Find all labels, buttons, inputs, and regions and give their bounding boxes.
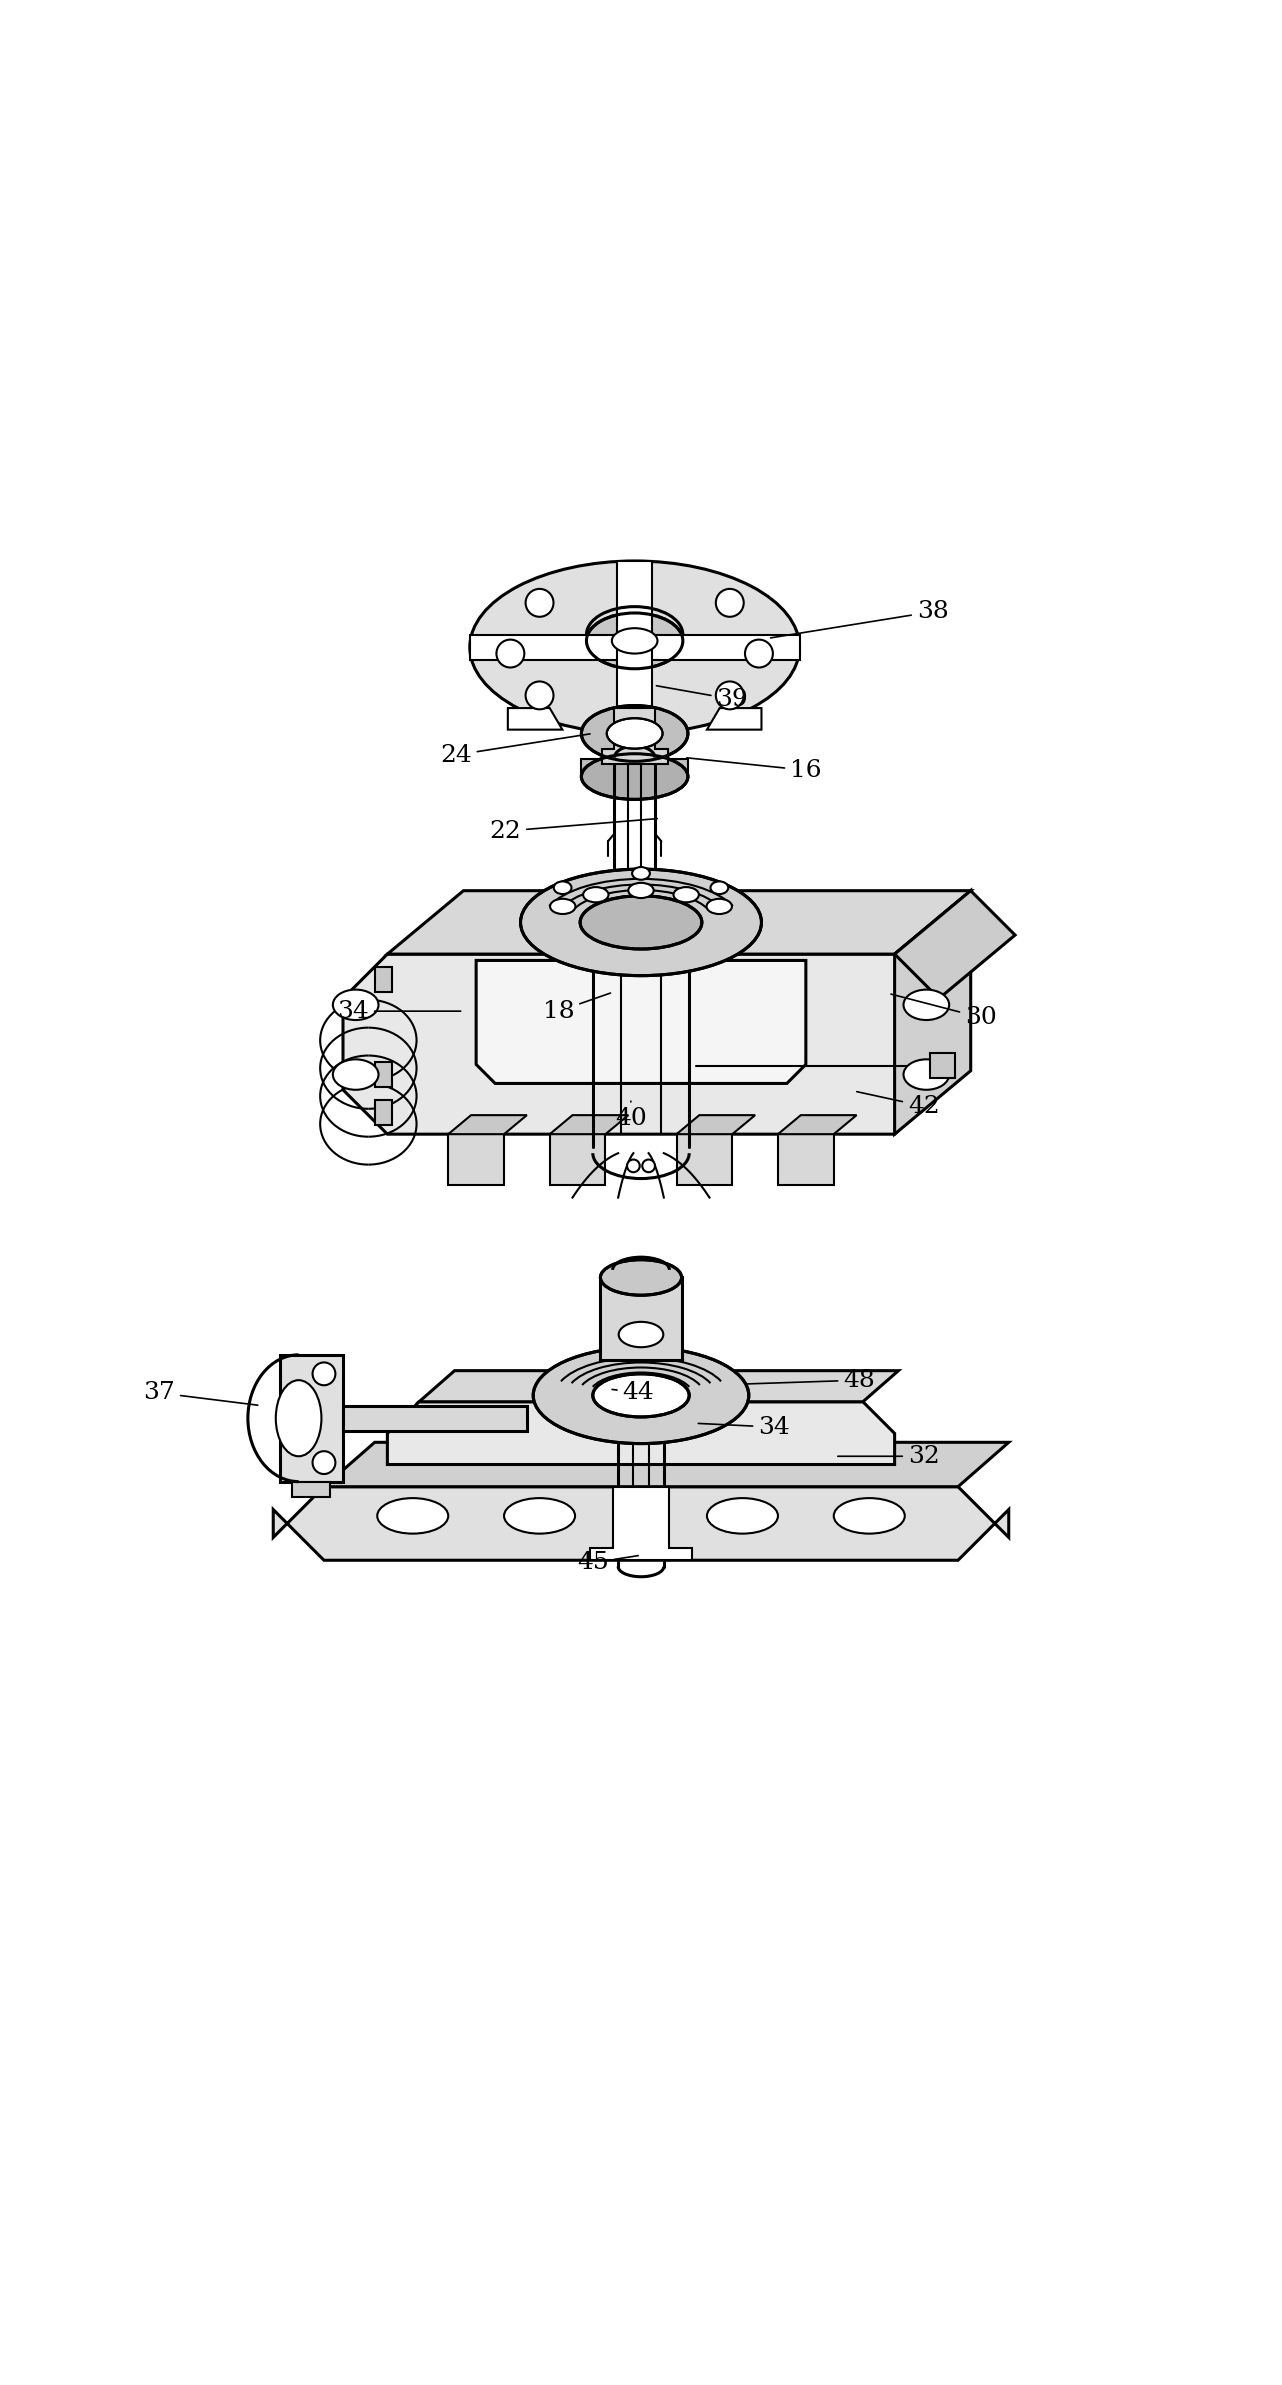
Circle shape [627,1159,640,1171]
Polygon shape [550,1135,605,1185]
Text: 16: 16 [687,758,822,782]
Text: 22: 22 [490,818,658,842]
Ellipse shape [632,868,650,880]
Polygon shape [706,708,762,730]
Text: 18: 18 [542,992,610,1023]
Ellipse shape [833,1498,905,1534]
Ellipse shape [533,1348,749,1443]
Ellipse shape [706,899,732,913]
Polygon shape [344,1405,527,1431]
Polygon shape [677,1116,755,1135]
Circle shape [715,589,744,618]
Ellipse shape [710,882,728,894]
Circle shape [526,589,554,618]
Text: 30: 30 [891,995,996,1028]
Polygon shape [344,954,938,1135]
Ellipse shape [504,1498,576,1534]
Circle shape [313,1450,336,1474]
Text: 45: 45 [577,1550,638,1574]
Polygon shape [374,966,392,992]
Polygon shape [778,1116,856,1135]
Ellipse shape [276,1381,322,1457]
Polygon shape [374,1099,392,1126]
Polygon shape [596,928,673,971]
Ellipse shape [628,882,654,899]
Ellipse shape [550,899,576,913]
Ellipse shape [469,560,800,735]
Polygon shape [449,1135,504,1185]
Polygon shape [476,961,806,1083]
Polygon shape [374,1061,392,1088]
Polygon shape [931,1054,955,1078]
Ellipse shape [619,1321,663,1348]
Polygon shape [601,708,668,763]
Text: 37: 37 [144,1381,258,1405]
Ellipse shape [606,718,663,749]
Text: 38: 38 [770,601,949,637]
Circle shape [745,639,773,668]
Ellipse shape [581,897,701,949]
Circle shape [313,1362,336,1386]
Text: 32: 32 [838,1445,940,1467]
Polygon shape [582,758,688,778]
Polygon shape [279,1355,344,1481]
Ellipse shape [582,754,688,799]
Polygon shape [387,890,970,954]
Polygon shape [419,1371,899,1402]
Text: 48: 48 [747,1369,876,1393]
Text: 44: 44 [612,1381,654,1405]
Ellipse shape [377,1498,449,1534]
Polygon shape [292,1481,331,1498]
Text: 40: 40 [615,1102,646,1130]
Text: 24: 24 [440,735,590,766]
Ellipse shape [554,882,572,894]
Polygon shape [600,1278,682,1359]
Text: 42: 42 [856,1092,940,1119]
Polygon shape [508,708,563,730]
Polygon shape [449,1116,527,1135]
Polygon shape [624,930,645,947]
Circle shape [715,682,744,708]
Ellipse shape [706,1498,778,1534]
Ellipse shape [333,1059,378,1090]
Circle shape [496,639,524,668]
Ellipse shape [586,613,683,668]
Text: 34: 34 [337,999,460,1023]
Polygon shape [324,1443,1009,1486]
Polygon shape [590,1486,692,1560]
Ellipse shape [612,627,658,653]
Circle shape [642,1159,655,1171]
Circle shape [526,682,554,708]
Ellipse shape [333,990,378,1021]
Polygon shape [677,1135,732,1185]
Ellipse shape [592,1374,690,1417]
Polygon shape [387,1402,895,1464]
Ellipse shape [600,1259,682,1295]
Text: 39: 39 [656,687,749,711]
Ellipse shape [582,706,688,761]
Polygon shape [273,1486,1009,1560]
Polygon shape [617,560,653,735]
Ellipse shape [673,887,699,902]
Polygon shape [550,1116,628,1135]
Polygon shape [895,890,1015,999]
Text: 34: 34 [699,1417,790,1438]
Ellipse shape [520,868,762,975]
Polygon shape [895,890,970,1135]
Polygon shape [469,634,800,661]
Ellipse shape [904,990,949,1021]
Polygon shape [778,1135,833,1185]
Ellipse shape [583,887,609,902]
Ellipse shape [904,1059,949,1090]
